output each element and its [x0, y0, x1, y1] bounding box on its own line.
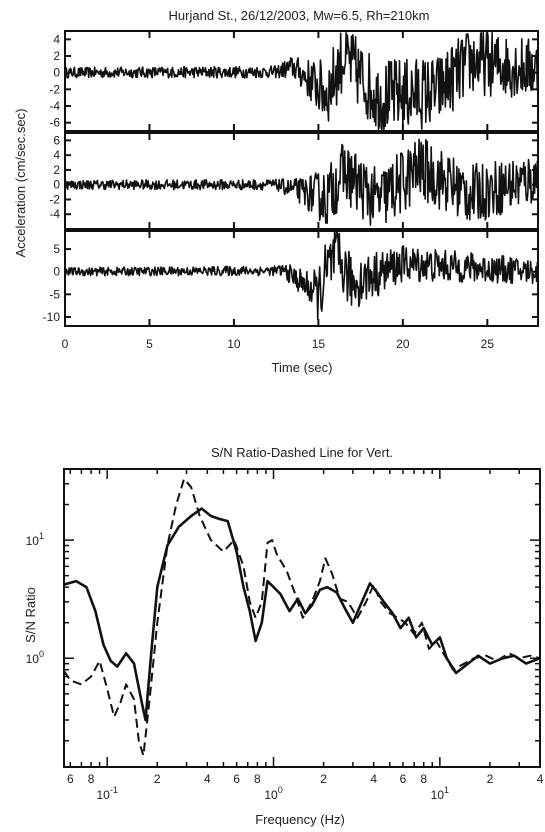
acceleration-panel-1: 4 2 0 -2 -4 -6 [49, 30, 539, 132]
y-tick-label: -4 [49, 99, 60, 113]
x-minor-tick-label: 6 [400, 772, 407, 786]
chart2-ylabel: S/N Ratio [23, 587, 38, 643]
chart2-xlabel: Frequency (Hz) [255, 812, 345, 827]
y-tick-label: 0 [53, 265, 60, 279]
chart2-series [63, 477, 541, 757]
y-tick-label: -2 [49, 82, 60, 96]
panel-frame [64, 230, 539, 327]
acceleration-trace-2 [64, 138, 539, 226]
acceleration-trace-1 [64, 31, 539, 131]
chart1-xlabel: Time (sec) [272, 360, 333, 375]
y-tick-label: -6 [49, 116, 60, 130]
x-tick-label: 5 [146, 337, 153, 351]
x-minor-tick-label: 4 [537, 772, 544, 786]
y-tick-label: 4 [53, 148, 60, 162]
y-tick-label: -5 [49, 287, 60, 301]
y-tick-label: 2 [53, 163, 60, 177]
y-tick-label: -10 [43, 310, 61, 324]
x-minor-tick-label: 8 [88, 772, 95, 786]
x-tick-label: 10 [227, 337, 241, 351]
chart1-ylabel: Acceleration (cm/sec.sec) [13, 109, 28, 258]
x-minor-tick-label: 2 [487, 772, 494, 786]
acceleration-panel-3: 5 0 -5 -10 [43, 230, 539, 327]
y-tick-label: 6 [53, 133, 60, 147]
y-tick-label: -4 [49, 207, 60, 221]
x-tick-label: 25 [481, 337, 495, 351]
chart2-title: S/N Ratio-Dashed Line for Vert. [211, 445, 393, 460]
acceleration-trace-3 [64, 231, 539, 320]
y-tick-label: 0 [53, 66, 60, 80]
chart1-x-ticks: 0 5 10 15 20 25 [62, 337, 495, 351]
x-minor-tick-label: 2 [154, 772, 161, 786]
x-tick-label: 15 [312, 337, 326, 351]
sn-ratio-chart: S/N Ratio-Dashed Line for Vert. S/N Rati… [23, 445, 544, 827]
x-minor-tick-label: 6 [67, 772, 74, 786]
y-tick-label: 4 [53, 32, 60, 46]
x-minor-tick-label: 8 [254, 772, 261, 786]
y-tick-label: -2 [49, 192, 60, 206]
x-tick-label: 20 [396, 337, 410, 351]
x-minor-tick-label: 8 [420, 772, 427, 786]
acceleration-chart: Hurjand St., 26/12/2003, Mw=6.5, Rh=210k… [13, 8, 539, 375]
x-minor-tick-label: 4 [370, 772, 377, 786]
x-minor-tick-label: 2 [320, 772, 327, 786]
chart2-plot-frame [63, 468, 541, 768]
sn-series-solid [63, 507, 541, 722]
x-minor-tick-label: 6 [233, 772, 240, 786]
sn-series-dashed [63, 477, 541, 757]
y-tick-label: 0 [53, 178, 60, 192]
x-minor-tick-label: 4 [204, 772, 211, 786]
y-tick-label: 2 [53, 49, 60, 63]
chart1-title: Hurjand St., 26/12/2003, Mw=6.5, Rh=210k… [169, 8, 430, 23]
x-tick-label: 0 [62, 337, 69, 351]
y-tick-label: 5 [53, 242, 60, 256]
